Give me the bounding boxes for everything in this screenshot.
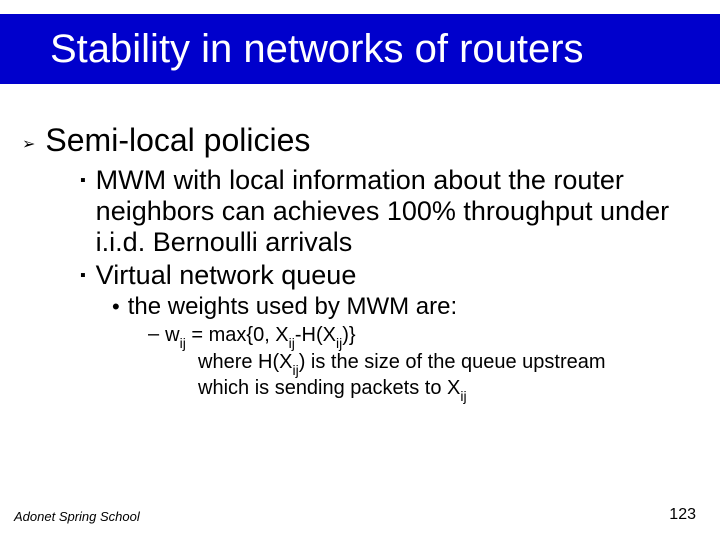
bullet-level2: ▪ MWM with local information about the r… bbox=[80, 165, 698, 258]
sub1-text: MWM with local information about the rou… bbox=[96, 165, 698, 258]
where2-a: which is sending packets to X bbox=[198, 377, 460, 399]
heading-text: Semi-local policies bbox=[45, 122, 310, 159]
slide-title: Stability in networks of routers bbox=[0, 27, 584, 72]
slide-body: ➢ Semi-local policies ▪ MWM with local i… bbox=[22, 122, 698, 403]
where1-sub: ij bbox=[292, 362, 298, 378]
formula-end: )} bbox=[342, 324, 355, 346]
square-bullet-icon: ▪ bbox=[80, 172, 86, 190]
formula-sub: ij bbox=[180, 335, 186, 351]
bullet-level3: • the weights used by MWM are: bbox=[112, 293, 698, 321]
sub2-text: Virtual network queue bbox=[96, 260, 357, 291]
formula-mid: = max{0, X bbox=[186, 324, 289, 346]
title-bar: Stability in networks of routers bbox=[0, 14, 720, 84]
bullet-level4: – wij = max{0, Xij-H(Xij)} bbox=[148, 323, 698, 350]
where1-a: where H(X bbox=[198, 351, 292, 373]
square-bullet-icon: ▪ bbox=[80, 267, 86, 285]
formula-where-line2: which is sending packets to Xij bbox=[198, 376, 698, 403]
bullet-level2: ▪ Virtual network queue bbox=[80, 260, 698, 291]
where-text: where H(Xij) is the size of the queue up… bbox=[198, 351, 606, 373]
formula-sub: ij bbox=[289, 335, 295, 351]
triangle-bullet-icon: ➢ bbox=[22, 134, 35, 154]
formula-text: wij = max{0, Xij-H(Xij)} bbox=[165, 323, 355, 350]
formula-sub: ij bbox=[336, 335, 342, 351]
slide: Stability in networks of routers ➢ Semi-… bbox=[0, 0, 720, 540]
footer-left: Adonet Spring School bbox=[14, 509, 140, 524]
where2-sub: ij bbox=[460, 388, 466, 404]
bullet-level1: ➢ Semi-local policies bbox=[22, 122, 698, 159]
sub2a-text: the weights used by MWM are: bbox=[128, 293, 457, 321]
formula-prefix: w bbox=[165, 324, 179, 346]
page-number: 123 bbox=[669, 506, 696, 524]
formula-mid: -H(X bbox=[295, 324, 336, 346]
formula-where-line1: where H(Xij) is the size of the queue up… bbox=[198, 350, 698, 377]
where1-b: ) is the size of the queue upstream bbox=[299, 351, 606, 373]
dash-bullet-icon: – bbox=[148, 323, 159, 346]
dot-bullet-icon: • bbox=[112, 294, 120, 320]
where-text: which is sending packets to Xij bbox=[198, 377, 467, 399]
